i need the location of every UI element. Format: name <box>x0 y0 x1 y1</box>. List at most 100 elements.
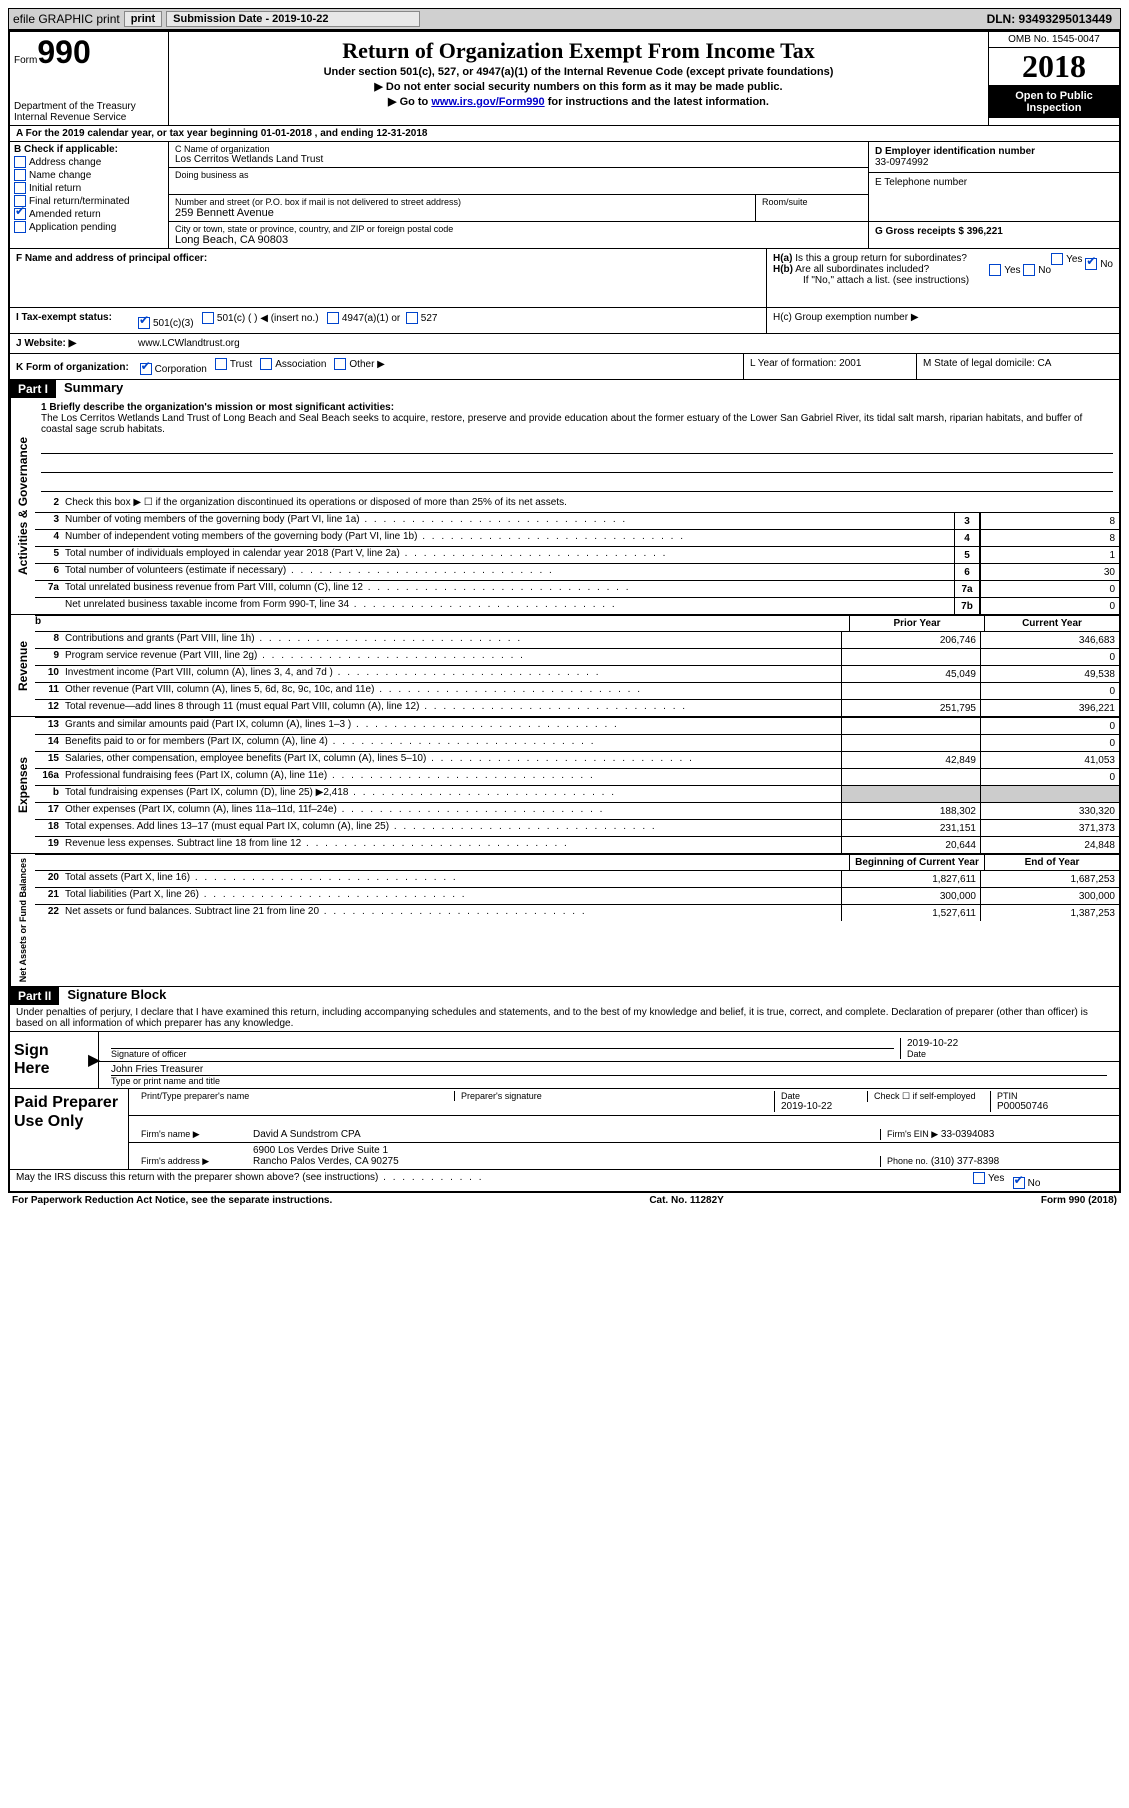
line-11: 11Other revenue (Part VIII, column (A), … <box>35 682 1119 699</box>
line-18: 18Total expenses. Add lines 13–17 (must … <box>35 819 1119 836</box>
line-8: 8Contributions and grants (Part VIII, li… <box>35 631 1119 648</box>
ha-group-return: H(a) Is this a group return for subordin… <box>773 253 1113 264</box>
state-domicile: M State of legal domicile: CA <box>916 354 1119 379</box>
firm-ein-label: Firm's EIN ▶ <box>887 1129 938 1139</box>
501c: 501(c) ( ) ◀ (insert no.) <box>217 313 319 324</box>
part1-header-row: Part I Summary <box>10 380 1119 398</box>
expenses-block: Expenses 13Grants and similar amounts pa… <box>10 717 1119 854</box>
col-prior-year: Prior Year <box>849 616 984 631</box>
page-footer: For Paperwork Reduction Act Notice, see … <box>8 1193 1121 1208</box>
prep-date: 2019-10-22 <box>781 1101 861 1112</box>
line-16a: 16aProfessional fundraising fees (Part I… <box>35 768 1119 785</box>
paperwork-notice: For Paperwork Reduction Act Notice, see … <box>12 1195 332 1206</box>
4947a1: 4947(a)(1) or <box>342 313 400 324</box>
501c3: 501(c)(3) <box>153 318 194 329</box>
b-option-1[interactable]: Name change <box>14 169 164 181</box>
form-frame: Form990 Department of the Treasury Inter… <box>8 30 1121 1193</box>
mission-text: The Los Cerritos Wetlands Land Trust of … <box>41 413 1113 435</box>
b-option-4[interactable]: Amended return <box>14 208 164 220</box>
gov-line-6: 6Total number of volunteers (estimate if… <box>35 563 1119 580</box>
instructions-link[interactable]: www.irs.gov/Form990 <box>431 96 544 108</box>
row-j-website: J Website: ▶ www.LCWlandtrust.org <box>10 334 1119 354</box>
website-url: www.LCWlandtrust.org <box>132 334 1119 353</box>
part1-title: Summary <box>56 380 123 398</box>
vert-net-assets: Net Assets or Fund Balances <box>10 854 35 986</box>
line1-label: 1 Briefly describe the organization's mi… <box>41 402 1113 413</box>
line2-checkbox: Check this box ▶ ☐ if the organization d… <box>63 496 1119 512</box>
governance-block: Activities & Governance 1 Briefly descri… <box>10 398 1119 615</box>
hb-note: If "No," attach a list. (see instruction… <box>773 275 1113 286</box>
subtitle-2: ▶ Do not enter social security numbers o… <box>177 80 980 93</box>
irs-label: Internal Revenue Service <box>14 112 164 123</box>
efile-label: efile GRAPHIC print <box>13 12 120 26</box>
firm-name: David A Sundstrom CPA <box>247 1129 880 1140</box>
b-option-0[interactable]: Address change <box>14 156 164 168</box>
b-option-5[interactable]: Application pending <box>14 221 164 233</box>
sub3-suffix: for instructions and the latest informat… <box>545 96 769 108</box>
vert-governance: Activities & Governance <box>10 398 35 614</box>
firm-addr2: Rancho Palos Verdes, CA 90275 <box>253 1156 874 1167</box>
line-15: 15Salaries, other compensation, employee… <box>35 751 1119 768</box>
k-option-3[interactable]: Other ▶ <box>334 358 384 370</box>
room-label: Room/suite <box>762 197 862 207</box>
firm-addr-label: Firm's address ▶ <box>135 1156 247 1167</box>
line-14: 14Benefits paid to or for members (Part … <box>35 734 1119 751</box>
col-current-year: Current Year <box>984 616 1119 631</box>
subtitle-3: ▶ Go to www.irs.gov/Form990 for instruct… <box>177 95 980 108</box>
firm-name-label: Firm's name ▶ <box>135 1129 247 1140</box>
form-year-footer: Form 990 (2018) <box>1041 1195 1117 1206</box>
no-label: No <box>1100 259 1113 270</box>
ptin-value: P00050746 <box>997 1101 1107 1112</box>
line-b: bTotal fundraising expenses (Part IX, co… <box>35 785 1119 802</box>
i-label: I Tax-exempt status: <box>10 308 132 333</box>
vert-revenue: Revenue <box>10 615 35 716</box>
dln: DLN: 93493295013449 <box>987 12 1116 26</box>
officer-name: John Fries Treasurer <box>111 1064 1107 1076</box>
sign-here-label: Sign Here <box>10 1032 88 1088</box>
part2-header: Part II <box>10 987 59 1005</box>
year-formation: L Year of formation: 2001 <box>743 354 916 379</box>
cat-no: Cat. No. 11282Y <box>649 1195 723 1206</box>
k-option-2[interactable]: Association <box>260 358 326 370</box>
line-13: 13Grants and similar amounts paid (Part … <box>35 717 1119 734</box>
gov-line-4: 4Number of independent voting members of… <box>35 529 1119 546</box>
line-22: 22Net assets or fund balances. Subtract … <box>35 904 1119 921</box>
sig-officer-label: Signature of officer <box>111 1048 894 1059</box>
row-klm: K Form of organization: CorporationTrust… <box>10 354 1119 380</box>
submission-date: Submission Date - 2019-10-22 <box>166 11 420 27</box>
row-fh: F Name and address of principal officer:… <box>10 249 1119 308</box>
prep-name-label: Print/Type preparer's name <box>135 1091 454 1101</box>
sign-here-row: Sign Here ▶ Signature of officer 2019-10… <box>10 1031 1119 1088</box>
b-label: B Check if applicable: <box>14 144 164 155</box>
part1-header: Part I <box>10 380 56 398</box>
top-bar: efile GRAPHIC print print Submission Dat… <box>8 8 1121 30</box>
sig-date: 2019-10-22 <box>907 1038 1107 1049</box>
line-9: 9Program service revenue (Part VIII, lin… <box>35 648 1119 665</box>
col-b-checkboxes: B Check if applicable: Address changeNam… <box>10 142 169 248</box>
print-button[interactable]: print <box>124 11 162 27</box>
perjury-declaration: Under penalties of perjury, I declare th… <box>10 1005 1119 1031</box>
sub3-prefix: ▶ Go to <box>388 96 431 108</box>
gov-line-3: 3Number of voting members of the governi… <box>35 512 1119 529</box>
line-12: 12Total revenue—add lines 8 through 11 (… <box>35 699 1119 716</box>
col-c-org-info: C Name of organization Los Cerritos Wetl… <box>169 142 868 248</box>
gov-line-7a: 7aTotal unrelated business revenue from … <box>35 580 1119 597</box>
ptin-label: PTIN <box>997 1091 1107 1101</box>
line-19: 19Revenue less expenses. Subtract line 1… <box>35 836 1119 853</box>
line-17: 17Other expenses (Part IX, column (A), l… <box>35 802 1119 819</box>
b-option-2[interactable]: Initial return <box>14 182 164 194</box>
arrow-icon: ▶ <box>88 1032 98 1088</box>
form-number: 990 <box>37 34 90 70</box>
b-option-3[interactable]: Final return/terminated <box>14 195 164 207</box>
k-option-0[interactable]: Corporation <box>140 363 207 375</box>
row-a-tax-year: A For the 2019 calendar year, or tax yea… <box>10 126 1119 142</box>
omb-number: OMB No. 1545-0047 <box>989 32 1119 48</box>
part2-header-row: Part II Signature Block <box>10 987 1119 1005</box>
j-label: J Website: ▶ <box>10 334 132 353</box>
part2-title: Signature Block <box>59 987 166 1005</box>
gov-line-7b: Net unrelated business taxable income fr… <box>35 597 1119 614</box>
section-bcd: B Check if applicable: Address changeNam… <box>10 142 1119 249</box>
type-print-label: Type or print name and title <box>111 1076 1107 1086</box>
form-label: Form <box>14 55 37 66</box>
k-option-1[interactable]: Trust <box>215 358 252 370</box>
